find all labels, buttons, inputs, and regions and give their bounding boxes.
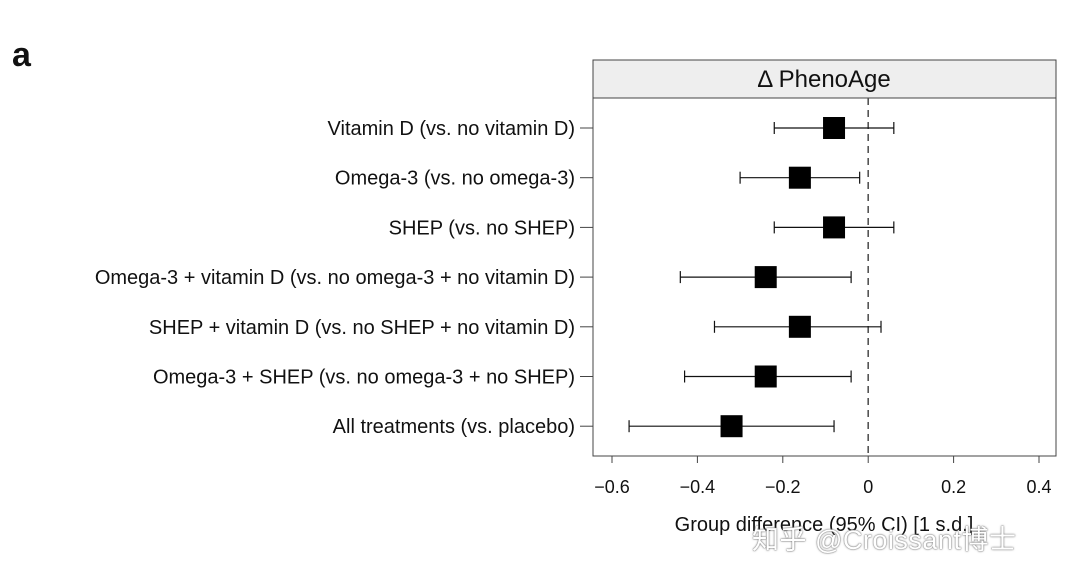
estimate-marker xyxy=(720,415,743,438)
forest-row: All treatments (vs. placebo) xyxy=(333,415,835,438)
row-label: Omega-3 + vitamin D (vs. no omega-3 + no… xyxy=(95,267,575,289)
forest-row: Omega-3 + SHEP (vs. no omega-3 + no SHEP… xyxy=(153,365,852,389)
watermark-text: 知乎 @Croissant博士 xyxy=(752,525,1017,555)
row-label: Omega-3 + SHEP (vs. no omega-3 + no SHEP… xyxy=(153,367,575,389)
x-tick-label: 0.4 xyxy=(1026,477,1051,497)
estimate-marker xyxy=(823,216,846,239)
x-tick-label: −0.4 xyxy=(680,477,716,497)
forest-rows: Vitamin D (vs. no vitamin D) Omega-3 (vs.… xyxy=(95,117,895,438)
row-label: All treatments (vs. placebo) xyxy=(333,416,575,438)
x-tick-label: 0.2 xyxy=(941,477,966,497)
row-label: Omega-3 (vs. no omega-3) xyxy=(335,168,575,190)
chart-title: Δ PhenoAge xyxy=(757,66,890,93)
x-tick-label: 0 xyxy=(863,477,873,497)
forest-row: Omega-3 (vs. no omega-3) xyxy=(335,166,861,190)
x-axis-ticks: −0.6 −0.4 −0.2 0 0.2 0.4 xyxy=(594,456,1052,497)
forest-row: Omega-3 + vitamin D (vs. no omega-3 + no… xyxy=(95,266,852,289)
x-tick-label: −0.2 xyxy=(765,477,801,497)
row-label: SHEP (vs. no SHEP) xyxy=(389,217,575,239)
estimate-marker xyxy=(788,166,811,189)
x-tick-label: −0.6 xyxy=(594,477,630,497)
estimate-marker xyxy=(788,315,811,338)
forest-row: Vitamin D (vs. no vitamin D) xyxy=(328,117,895,140)
row-label: SHEP + vitamin D (vs. no SHEP + no vitam… xyxy=(149,317,575,339)
row-label: Vitamin D (vs. no vitamin D) xyxy=(328,118,575,140)
panel-label: a xyxy=(12,36,31,74)
estimate-marker xyxy=(754,266,777,289)
forest-row: SHEP (vs. no SHEP) xyxy=(389,216,895,239)
title-strip xyxy=(592,59,1057,99)
estimate-marker xyxy=(754,365,777,388)
estimate-marker xyxy=(823,117,846,139)
forest-row: SHEP + vitamin D (vs. no SHEP + no vitam… xyxy=(149,315,882,339)
x-axis-label: Group difference (95% CI) [1 s.d.] xyxy=(675,514,974,536)
